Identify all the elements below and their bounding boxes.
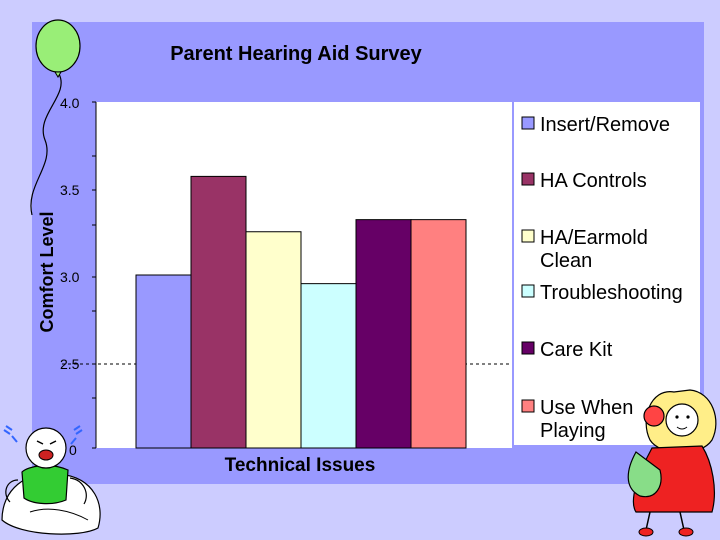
bar-ha-controls — [190, 175, 247, 449]
legend-swatch — [521, 172, 535, 186]
legend-label: Insert/Remove — [540, 114, 670, 136]
legend-label: HA Controls — [540, 170, 647, 192]
legend-swatch — [521, 116, 535, 130]
bar-use-when-playing — [410, 219, 467, 449]
bar-insert-remove — [135, 274, 192, 449]
legend-swatch — [521, 229, 535, 243]
bar-ha-earmold-clean — [245, 231, 302, 449]
legend-label: Troubleshooting — [540, 282, 683, 304]
legend-label: HA/Earmold Clean — [540, 227, 648, 272]
legend-swatch — [521, 341, 535, 355]
legend-swatch — [521, 284, 535, 298]
crying-baby-icon — [1, 425, 101, 535]
y-tick-marks — [92, 101, 96, 449]
legend-swatch — [521, 399, 535, 413]
y-axis-title: Comfort Level — [37, 211, 57, 332]
bar-care-kit — [355, 219, 412, 449]
legend-label: Use When Playing — [540, 397, 633, 442]
x-axis-title: Technical Issues — [225, 455, 376, 476]
bar-group — [135, 175, 467, 449]
balloon-icon — [30, 19, 81, 216]
legend: Insert/Remove HA Controls HA/Earmold Clean T… — [521, 114, 683, 442]
y-tick-label: 2.5 — [60, 356, 80, 372]
bar-troubleshooting — [300, 283, 357, 449]
legend-label: Care Kit — [540, 339, 613, 361]
girl-with-doll-icon — [627, 389, 717, 537]
y-tick-label: 3.5 — [60, 182, 80, 198]
y-tick-label: 4.0 — [60, 95, 80, 111]
y-tick-label: 3.0 — [60, 269, 80, 285]
y-tick-label: 0 — [69, 442, 77, 458]
legend-box — [514, 102, 700, 445]
chart-title: Parent Hearing Aid Survey — [170, 43, 422, 65]
